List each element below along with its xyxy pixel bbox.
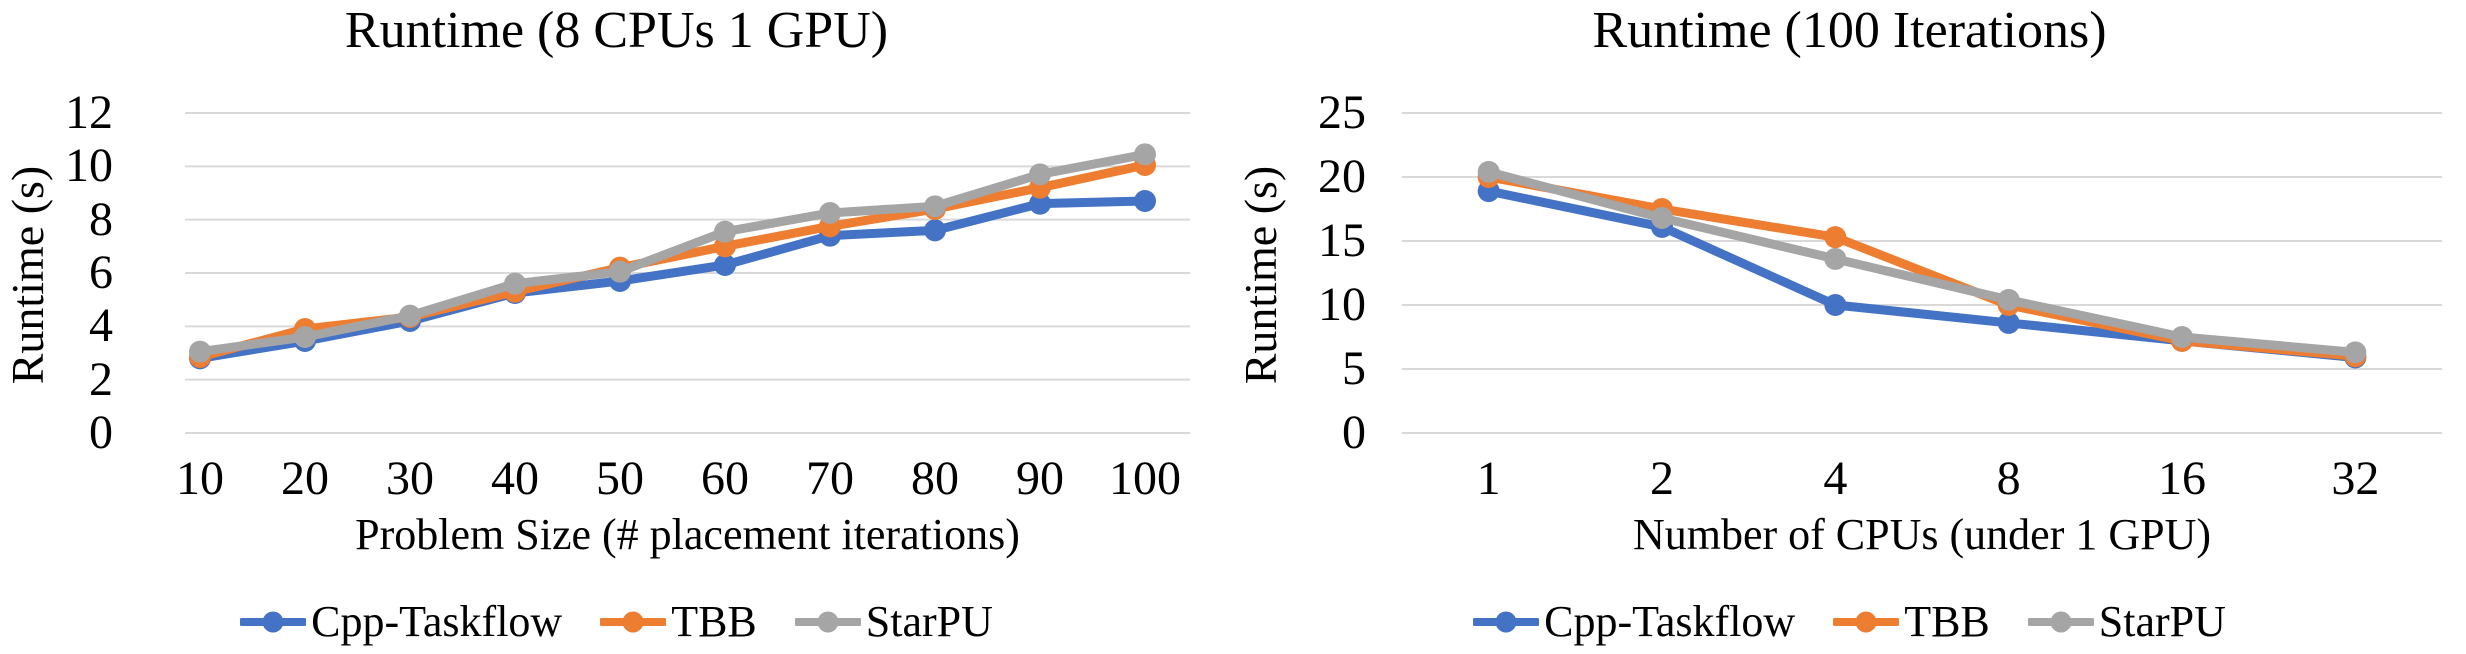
data-point-marker [819, 202, 841, 224]
x-tick-label: 8 [1996, 452, 2021, 505]
y-tick-label: 8 [89, 192, 113, 246]
series-line-starpu [195, 149, 1150, 357]
legend: Cpp-Taskflow TBB StarPU [0, 596, 1233, 648]
y-tick-label: 15 [1318, 214, 1366, 267]
chart-title: Runtime (100 Iterations) [1592, 2, 2107, 59]
data-point-marker [189, 340, 211, 363]
legend-line-marker-icon [240, 611, 307, 633]
x-tick-label: 50 [596, 452, 644, 505]
data-point-marker [1997, 311, 2020, 334]
data-point-marker [2171, 326, 2193, 348]
x-tick-label: 16 [2158, 452, 2206, 505]
x-tick-label: 10 [176, 452, 224, 505]
legend-label: TBB [671, 597, 757, 646]
plot-area [1402, 112, 2442, 434]
legend-line-marker-icon [794, 611, 861, 633]
data-point-marker [924, 219, 946, 242]
data-point-marker [1029, 192, 1051, 215]
legend-label: Cpp-Taskflow [311, 597, 563, 646]
legend-item-cpp-taskflow: Cpp-Taskflow [240, 596, 562, 648]
x-tick-label: 60 [701, 452, 749, 505]
data-point-marker [294, 326, 316, 348]
series-line-starpu [1484, 167, 2360, 357]
x-tick-label: 100 [1109, 452, 1181, 505]
legend-item-cpp-taskflow: Cpp-Taskflow [1473, 596, 1795, 648]
x-tick-label: 30 [386, 452, 434, 505]
data-point-marker [504, 272, 526, 295]
x-tick-label: 40 [491, 452, 539, 505]
legend-line-marker-icon [1473, 611, 1540, 633]
y-tick-label: 0 [89, 406, 113, 459]
x-tick-label: 4 [1823, 452, 1848, 505]
y-tick-label: 2 [89, 352, 113, 406]
x-tick-label: 80 [911, 452, 959, 505]
x-axis-title: Problem Size (# placement iterations) [355, 510, 1020, 559]
series-line-cpp-taskflow [195, 196, 1150, 363]
data-point-marker [1134, 190, 1156, 212]
legend-label: Cpp-Taskflow [1544, 597, 1796, 646]
y-tick-label: 6 [89, 246, 113, 299]
data-point-marker [399, 304, 421, 327]
data-point-marker [1824, 294, 1847, 316]
y-tick-label: 25 [1318, 86, 1366, 139]
data-point-marker [2344, 341, 2367, 364]
data-point-marker [714, 254, 736, 276]
legend-line-marker-icon [1833, 611, 1900, 633]
data-point-marker [609, 260, 631, 283]
legend-item-starpu: StarPU [2027, 596, 2226, 648]
data-point-marker [1477, 160, 1500, 183]
x-tick-label: 2 [1650, 452, 1674, 505]
y-tick-label: 5 [1342, 342, 1366, 395]
plot-area [185, 112, 1190, 434]
x-tick-label: 1 [1476, 452, 1501, 505]
legend-line-marker-icon [2027, 611, 2094, 633]
data-point-marker [1824, 247, 1847, 270]
x-tick-label: 90 [1016, 452, 1064, 505]
legend-item-tbb: TBB [1833, 596, 1990, 648]
y-tick-label: 20 [1318, 150, 1366, 203]
y-tick-label: 10 [65, 139, 113, 193]
y-tick-label: 12 [65, 86, 113, 139]
legend-label: StarPU [2098, 597, 2226, 646]
legend: Cpp-Taskflow TBB StarPU [1233, 596, 2466, 648]
legend-line-marker-icon [600, 611, 667, 633]
x-tick-label: 20 [281, 452, 329, 505]
x-tick-label: 32 [2331, 452, 2380, 505]
legend-label: TBB [1904, 597, 1990, 646]
data-point-marker [924, 195, 946, 218]
legend-label: StarPU [865, 597, 993, 646]
data-point-marker [1997, 288, 2020, 311]
y-tick-label: 10 [1318, 278, 1366, 331]
y-tick-label: 4 [89, 299, 113, 353]
x-tick-label: 70 [806, 452, 854, 505]
y-tick-label: 0 [1342, 406, 1366, 459]
legend-item-starpu: StarPU [794, 596, 993, 648]
data-point-marker [1029, 163, 1051, 186]
x-axis-title: Number of CPUs (under 1 GPU) [1632, 510, 2212, 559]
data-point-marker [714, 220, 736, 243]
chart-title: Runtime (8 CPUs 1 GPU) [344, 2, 889, 59]
legend-item-tbb: TBB [600, 596, 757, 648]
data-point-marker [1651, 206, 1673, 229]
data-point-marker [1824, 226, 1847, 249]
data-point-marker [1134, 143, 1156, 166]
